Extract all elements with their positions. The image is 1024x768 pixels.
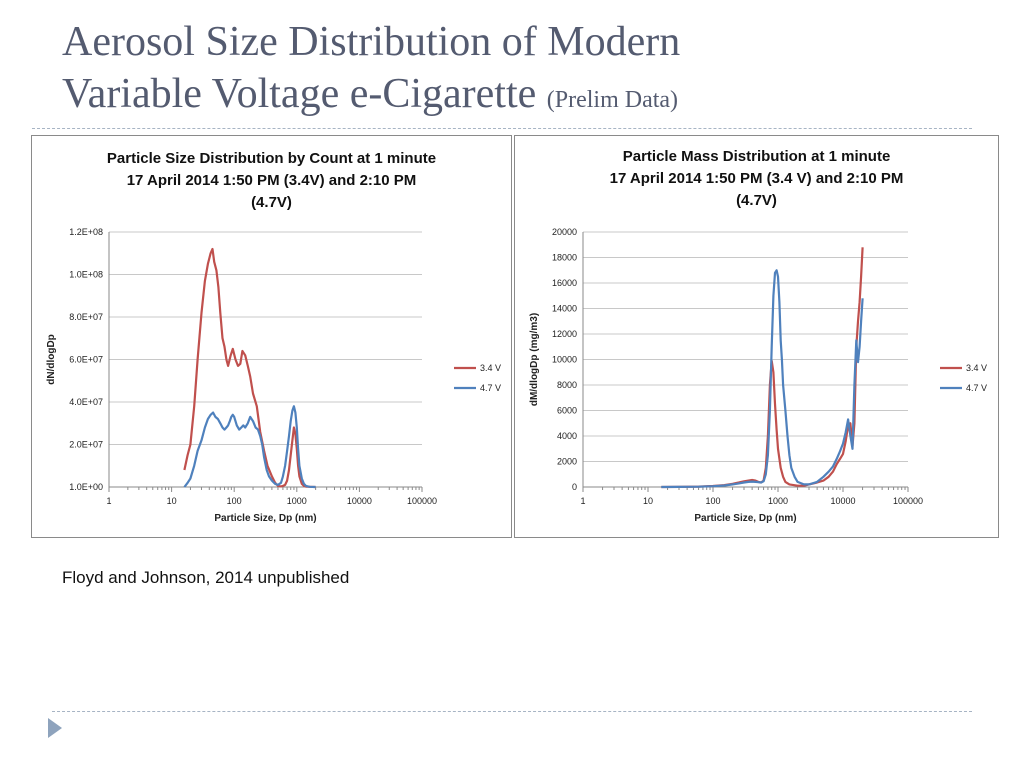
y-tick-label: 6000 xyxy=(557,406,577,416)
series-line-3-4v xyxy=(183,247,316,489)
y-tick-label: 1.0E+08 xyxy=(69,270,103,280)
y-tick-label: 10000 xyxy=(552,355,577,365)
y-tick-label: 18000 xyxy=(552,253,577,263)
y-axis-label: dN/dlogDp xyxy=(46,334,57,385)
count-chart-title-line: 17 April 2014 1:50 PM (3.4V) and 2:10 PM xyxy=(126,172,417,189)
y-tick-label: 14000 xyxy=(552,304,577,314)
title-line-1: Aerosol Size Distribution of Modern xyxy=(62,19,681,65)
x-tick-label: 10000 xyxy=(347,496,372,506)
y-tick-label: 2000 xyxy=(557,457,577,467)
y-tick-label: 20000 xyxy=(552,227,577,237)
legend-label: 3.4 V xyxy=(480,363,501,373)
x-tick-label: 100000 xyxy=(893,496,923,506)
x-tick-label: 1 xyxy=(580,496,585,506)
triangle-bullet-icon xyxy=(48,718,62,738)
legend-label: 3.4 V xyxy=(966,363,987,373)
x-tick-label: 10 xyxy=(643,496,653,506)
top-divider xyxy=(32,128,972,129)
series-line-4-7v xyxy=(183,405,316,489)
mass-chart-title-line: (4.7V) xyxy=(736,192,777,209)
y-tick-label: 12000 xyxy=(552,329,577,339)
mass-chart-title: Particle Mass Distribution at 1 minute 1… xyxy=(515,146,998,212)
y-tick-label: 16000 xyxy=(552,278,577,288)
title-subtitle: (Prelim Data) xyxy=(546,87,679,113)
mass-distribution-chart: Particle Mass Distribution at 1 minute 1… xyxy=(514,135,999,538)
count-chart-title: Particle Size Distribution by Count at 1… xyxy=(32,148,511,214)
x-axis-label: Particle Size, Dp (nm) xyxy=(694,513,796,524)
y-tick-label: 6.0E+07 xyxy=(69,355,103,365)
y-axis-label: dM/dlogDp (mg/m3) xyxy=(529,313,540,406)
count-distribution-chart: Particle Size Distribution by Count at 1… xyxy=(31,135,512,538)
bottom-divider xyxy=(52,711,972,712)
x-tick-label: 100000 xyxy=(407,496,437,506)
x-tick-label: 1 xyxy=(106,496,111,506)
mass-chart-title-line: Particle Mass Distribution at 1 minute xyxy=(622,148,891,165)
x-tick-label: 100 xyxy=(227,496,242,506)
x-tick-label: 10000 xyxy=(830,496,855,506)
y-tick-label: 4.0E+07 xyxy=(69,397,103,407)
x-axis-label: Particle Size, Dp (nm) xyxy=(214,513,316,524)
x-tick-label: 1000 xyxy=(287,496,307,506)
y-tick-label: 2.0E+07 xyxy=(69,440,103,450)
citation: Floyd and Johnson, 2014 unpublished xyxy=(62,568,350,587)
y-tick-label: 1.0E+00 xyxy=(69,482,103,492)
legend-label: 4.7 V xyxy=(966,383,987,393)
y-tick-label: 1.2E+08 xyxy=(69,227,103,237)
legend-label: 4.7 V xyxy=(480,383,501,393)
x-tick-label: 10 xyxy=(167,496,177,506)
series-line-4-7v xyxy=(661,269,864,489)
y-tick-label: 8000 xyxy=(557,380,577,390)
y-tick-label: 8.0E+07 xyxy=(69,312,103,322)
count-chart-title-line: (4.7V) xyxy=(251,194,292,211)
mass-chart-plot: 0 2000 4000 6000 8000 10000 12000 14000 16000 180… xyxy=(529,227,987,524)
count-chart-plot: 1.0E+00 2.0E+07 4.0E+07 6.0E+07 8.0E+07 1.0E+… xyxy=(46,227,501,524)
x-tick-label: 1000 xyxy=(768,496,788,506)
y-tick-label: 4000 xyxy=(557,431,577,441)
mass-chart-title-line: 17 April 2014 1:50 PM (3.4 V) and 2:10 P… xyxy=(609,170,904,187)
x-tick-label: 100 xyxy=(705,496,720,506)
slide-title: Aerosol Size Distribution of Modern Vari… xyxy=(62,16,962,126)
count-chart-title-line: Particle Size Distribution by Count at 1… xyxy=(106,150,437,167)
title-line-2: Variable Voltage e-Cigarette xyxy=(62,71,537,117)
y-tick-label: 0 xyxy=(572,482,577,492)
